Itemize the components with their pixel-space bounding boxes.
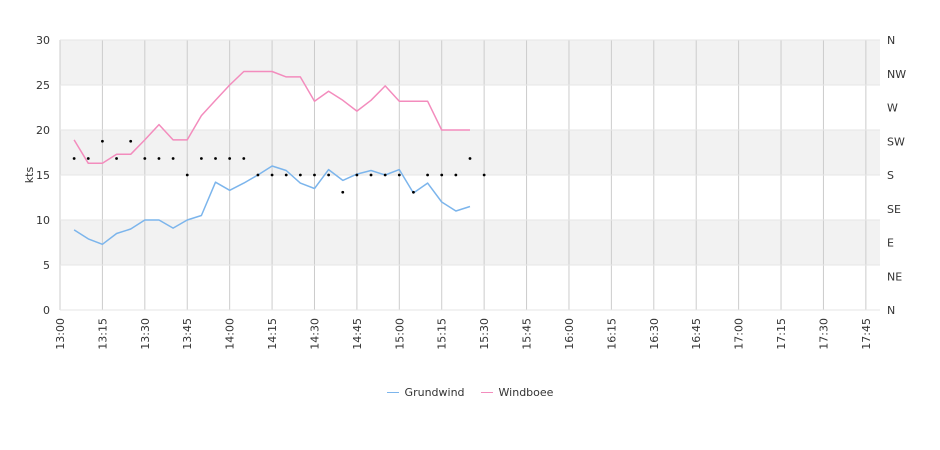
x-tick-label: 13:45 [181, 318, 194, 350]
right-axis-label: SE [887, 203, 901, 216]
direction-marker [397, 173, 401, 177]
x-tick-label: 13:30 [139, 318, 152, 350]
x-tick-label: 17:00 [733, 318, 746, 350]
plot-band [60, 85, 880, 130]
x-axis: 13:00 13:15 13:30 13:45 14:00 14:15 14:30 14:45… [54, 318, 873, 350]
direction-marker [256, 173, 260, 177]
right-y-axis: N NE E SE S SW W NW N [887, 34, 906, 317]
y-tick-label: 25 [36, 79, 50, 92]
direction-marker [426, 173, 429, 177]
y-tick-label: 30 [36, 34, 50, 47]
legend-swatch-windboee [480, 392, 493, 393]
direction-marker [199, 157, 203, 160]
x-tick-label: 15:30 [478, 318, 491, 350]
x-tick-label: 14:30 [308, 318, 321, 350]
y-tick-label: 0 [43, 304, 50, 317]
direction-marker [355, 173, 359, 177]
direction-marker [341, 190, 345, 194]
legend: Grundwind Windboee [0, 386, 940, 399]
x-tick-label: 17:45 [860, 318, 873, 350]
direction-marker [185, 173, 189, 177]
left-y-axis: 0 5 10 15 20 25 30 [36, 34, 50, 317]
x-tick-label: 15:45 [521, 318, 534, 350]
right-axis-label: SW [887, 135, 905, 148]
x-tick-label: 15:15 [436, 318, 449, 350]
plot-band [60, 220, 880, 265]
x-tick-label: 16:00 [563, 318, 576, 350]
x-tick-label: 15:00 [393, 318, 406, 350]
y-tick-label: 15 [36, 169, 50, 182]
direction-marker [86, 157, 90, 160]
right-axis-label: N [887, 304, 895, 317]
right-axis-label: S [887, 169, 894, 182]
direction-markers [72, 139, 486, 194]
direction-marker [383, 173, 387, 177]
direction-marker [468, 157, 472, 160]
x-tick-label: 14:45 [351, 318, 364, 350]
direction-marker [412, 190, 415, 194]
direction-marker [115, 157, 118, 160]
x-tick-label: 17:30 [817, 318, 830, 350]
horizontal-gridlines [60, 39, 880, 311]
direction-marker [270, 173, 274, 177]
legend-item-grundwind[interactable]: Grundwind [386, 386, 465, 399]
x-tick-label: 16:45 [690, 318, 703, 350]
right-axis-label: E [887, 237, 894, 250]
x-tick-label: 14:15 [266, 318, 279, 350]
direction-marker [129, 139, 133, 143]
direction-marker [482, 173, 486, 177]
series-line-windboee [73, 70, 470, 165]
y-tick-label: 5 [43, 259, 50, 272]
legend-label-windboee: Windboee [498, 386, 554, 399]
right-axis-label: W [887, 102, 898, 115]
direction-marker [284, 173, 288, 177]
direction-marker [242, 157, 246, 160]
series-lines [73, 70, 471, 246]
right-axis-label: NE [887, 270, 902, 283]
x-tick-label: 13:00 [54, 318, 67, 350]
right-axis-label: N [887, 34, 895, 47]
direction-marker [369, 173, 373, 177]
y-axis-label: kts [23, 167, 36, 184]
direction-marker [101, 139, 104, 143]
direction-marker [327, 173, 331, 177]
y-tick-label: 20 [36, 124, 50, 137]
direction-marker [171, 157, 175, 160]
x-tick-label: 17:15 [775, 318, 788, 350]
x-tick-label: 16:15 [605, 318, 618, 350]
plot-band [60, 175, 880, 220]
direction-marker [440, 173, 444, 177]
direction-marker [313, 173, 316, 177]
y-tick-label: 10 [36, 214, 50, 227]
plot-band [60, 265, 880, 310]
x-tick-label: 13:15 [96, 318, 109, 350]
direction-marker [454, 173, 458, 177]
legend-item-windboee[interactable]: Windboee [480, 386, 554, 399]
legend-label-grundwind: Grundwind [404, 386, 465, 399]
plot-band [60, 130, 880, 175]
direction-marker [157, 157, 161, 160]
legend-swatch-grundwind [386, 392, 399, 393]
series-line-grundwind [73, 165, 471, 246]
direction-marker [228, 157, 232, 160]
plot-band [60, 40, 880, 85]
direction-marker [143, 157, 147, 160]
direction-marker [214, 157, 217, 160]
x-tick-label: 16:30 [648, 318, 661, 350]
direction-marker [298, 173, 302, 177]
direction-marker [72, 157, 76, 160]
right-axis-label: NW [887, 68, 906, 81]
x-tick-label: 14:00 [224, 318, 237, 350]
